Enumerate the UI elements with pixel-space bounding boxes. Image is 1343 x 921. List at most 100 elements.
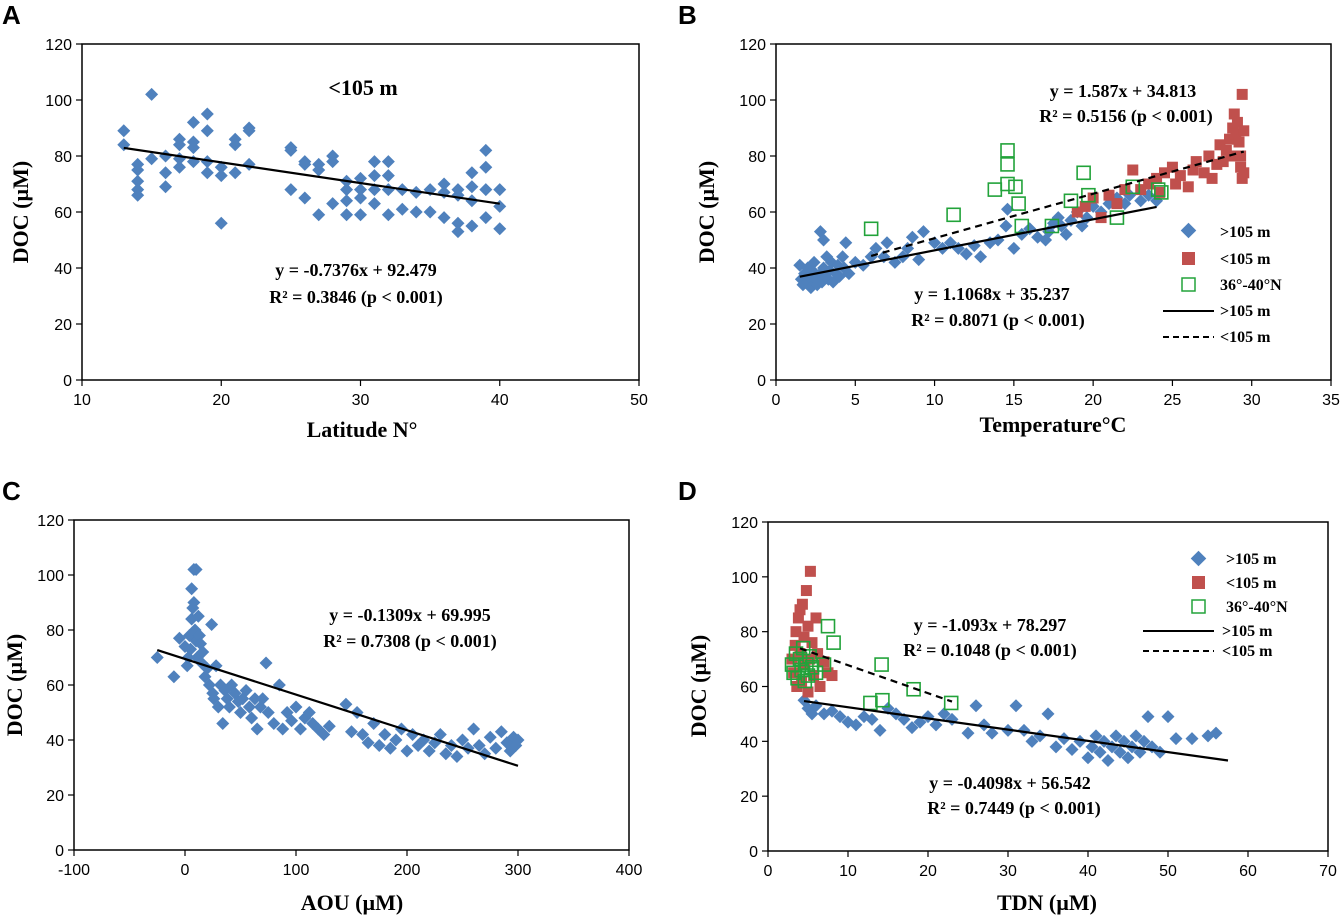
data-point-deep-a [298, 157, 312, 171]
data-point-shallow-d [789, 639, 801, 651]
data-point-shallow-b [1233, 136, 1245, 148]
data-point-deep-b [905, 230, 919, 244]
data-point-deep-c [180, 659, 194, 673]
data-point-shallow-d [804, 653, 816, 665]
data-point-shallow-b [1087, 192, 1099, 204]
data-point-latitude-b [1125, 179, 1141, 195]
y-tick-label-a: 20 [54, 317, 72, 334]
data-point-shallow-b [1211, 158, 1223, 170]
legend-b-lat-swatch [1181, 277, 1196, 292]
data-point-latitude-b [863, 221, 879, 237]
data-point-deep-c [261, 706, 275, 719]
y-tick-label-b: 40 [748, 261, 766, 278]
panel-d: D 0 10 20 30 40 50 60 70 0 20 40 60 80 100 120 TDN (µM… [678, 476, 1337, 915]
equation-shallow-d: y = -1.093x + 78.297 [914, 615, 1067, 635]
data-point-shallow-b [1217, 156, 1229, 168]
data-point-deep-c [150, 651, 164, 664]
data-point-deep-c [378, 728, 392, 741]
data-point-deep-d [1081, 751, 1095, 765]
data-point-deep-c [196, 645, 210, 659]
data-point-latitude-b [1154, 185, 1169, 200]
data-point-shallow-d [794, 648, 806, 660]
data-point-deep-b [842, 267, 856, 281]
data-point-deep-a [451, 225, 465, 239]
data-point-shallow-b [1119, 184, 1131, 196]
data-point-latitude-d [875, 692, 890, 708]
data-point-shallow-b [1170, 178, 1182, 190]
data-point-deep-c [345, 725, 358, 739]
y-tick-label-b: 80 [748, 149, 766, 166]
x-tick-label-b: 5 [851, 392, 860, 409]
data-point-deep-d [1161, 710, 1175, 724]
panel-letter-a: A [2, 0, 21, 30]
y-axis-title-c: DOC (µM) [2, 634, 27, 736]
y-tick-label-d: 120 [731, 515, 758, 532]
panel-b: B 0 5 10 15 20 25 30 35 0 20 40 60 80 100 120 Temperat… [678, 0, 1340, 437]
data-point-deep-a [214, 169, 228, 183]
data-point-shallow-d [788, 667, 800, 679]
data-point-deep-b [1001, 202, 1015, 216]
x-tick-label-b: 35 [1322, 392, 1340, 409]
data-point-deep-d [1169, 732, 1183, 746]
data-point-shallow-b [1236, 172, 1248, 184]
data-point-latitude-b [946, 207, 961, 223]
y-tick-label-d: 80 [740, 625, 758, 642]
data-point-shallow-b [1238, 167, 1250, 179]
data-point-shallow-b [1151, 172, 1163, 184]
data-point-deep-a [228, 138, 242, 152]
data-point-deep-b [974, 250, 988, 264]
x-tick-label-a: 20 [212, 392, 230, 409]
data-point-shallow-d [800, 585, 812, 597]
data-point-shallow-b [1111, 198, 1123, 210]
y-tick-label-c: 80 [46, 623, 64, 640]
r-squared-shallow-b: R² = 0.5156 (p < 0.001) [1039, 106, 1212, 127]
data-point-deep-a [479, 183, 493, 197]
data-point-deep-c [245, 711, 259, 725]
data-point-shallow-b [1231, 116, 1243, 128]
data-point-deep-d [969, 699, 983, 713]
r-squared-deep-d: R² = 0.7449 (p < 0.001) [927, 798, 1100, 819]
data-point-shallow-b [1227, 122, 1239, 134]
x-tick-label-b: 25 [1164, 392, 1182, 409]
data-point-deep-b [1134, 194, 1148, 208]
x-tick-label-d: 60 [1239, 863, 1257, 880]
data-point-latitude-d [906, 681, 921, 697]
data-point-deep-d [1113, 745, 1127, 759]
data-point-deep-a [186, 115, 200, 129]
y-tick-label-d: 20 [740, 789, 758, 806]
data-point-deep-a [242, 124, 256, 138]
data-point-deep-d [849, 718, 863, 732]
y-tick-label-b: 120 [739, 37, 766, 54]
data-point-deep-c [339, 697, 353, 711]
data-point-deep-b [832, 269, 846, 283]
data-point-deep-a [423, 205, 437, 219]
data-point-deep-a [200, 166, 214, 180]
legend-d-lat-swatch [1191, 599, 1206, 614]
data-point-deep-c [250, 722, 264, 736]
x-tick-label-c: 400 [616, 862, 643, 879]
x-tick-label-d: 0 [764, 863, 773, 880]
data-point-deep-d [913, 715, 927, 729]
data-point-deep-d [1073, 734, 1087, 748]
data-point-latitude-d [804, 660, 820, 675]
data-point-deep-a [159, 180, 173, 194]
data-point-shallow-d [826, 670, 838, 682]
data-point-deep-a [172, 160, 186, 174]
data-point-deep-a [312, 163, 326, 177]
data-point-deep-a [284, 183, 298, 197]
data-point-shallow-d [792, 612, 804, 624]
x-tick-label-b: 10 [926, 392, 944, 409]
data-point-deep-c [302, 706, 316, 719]
data-point-deep-a [145, 152, 159, 166]
data-point-deep-d [1153, 745, 1167, 759]
panel-c: C -100 0 100 200 300 400 0 20 40 60 80 100 120 AOU (… [2, 476, 642, 915]
x-tick-label-d: 70 [1319, 863, 1337, 880]
data-point-latitude-d [800, 668, 816, 683]
data-point-shallow-b [1143, 178, 1155, 190]
data-point-deep-d [1041, 707, 1055, 721]
x-axis-title-a: Latitude N° [307, 417, 418, 442]
data-point-shallow-b [1182, 181, 1194, 193]
data-point-deep-c [439, 747, 453, 761]
panel-letter-b: B [678, 0, 697, 30]
